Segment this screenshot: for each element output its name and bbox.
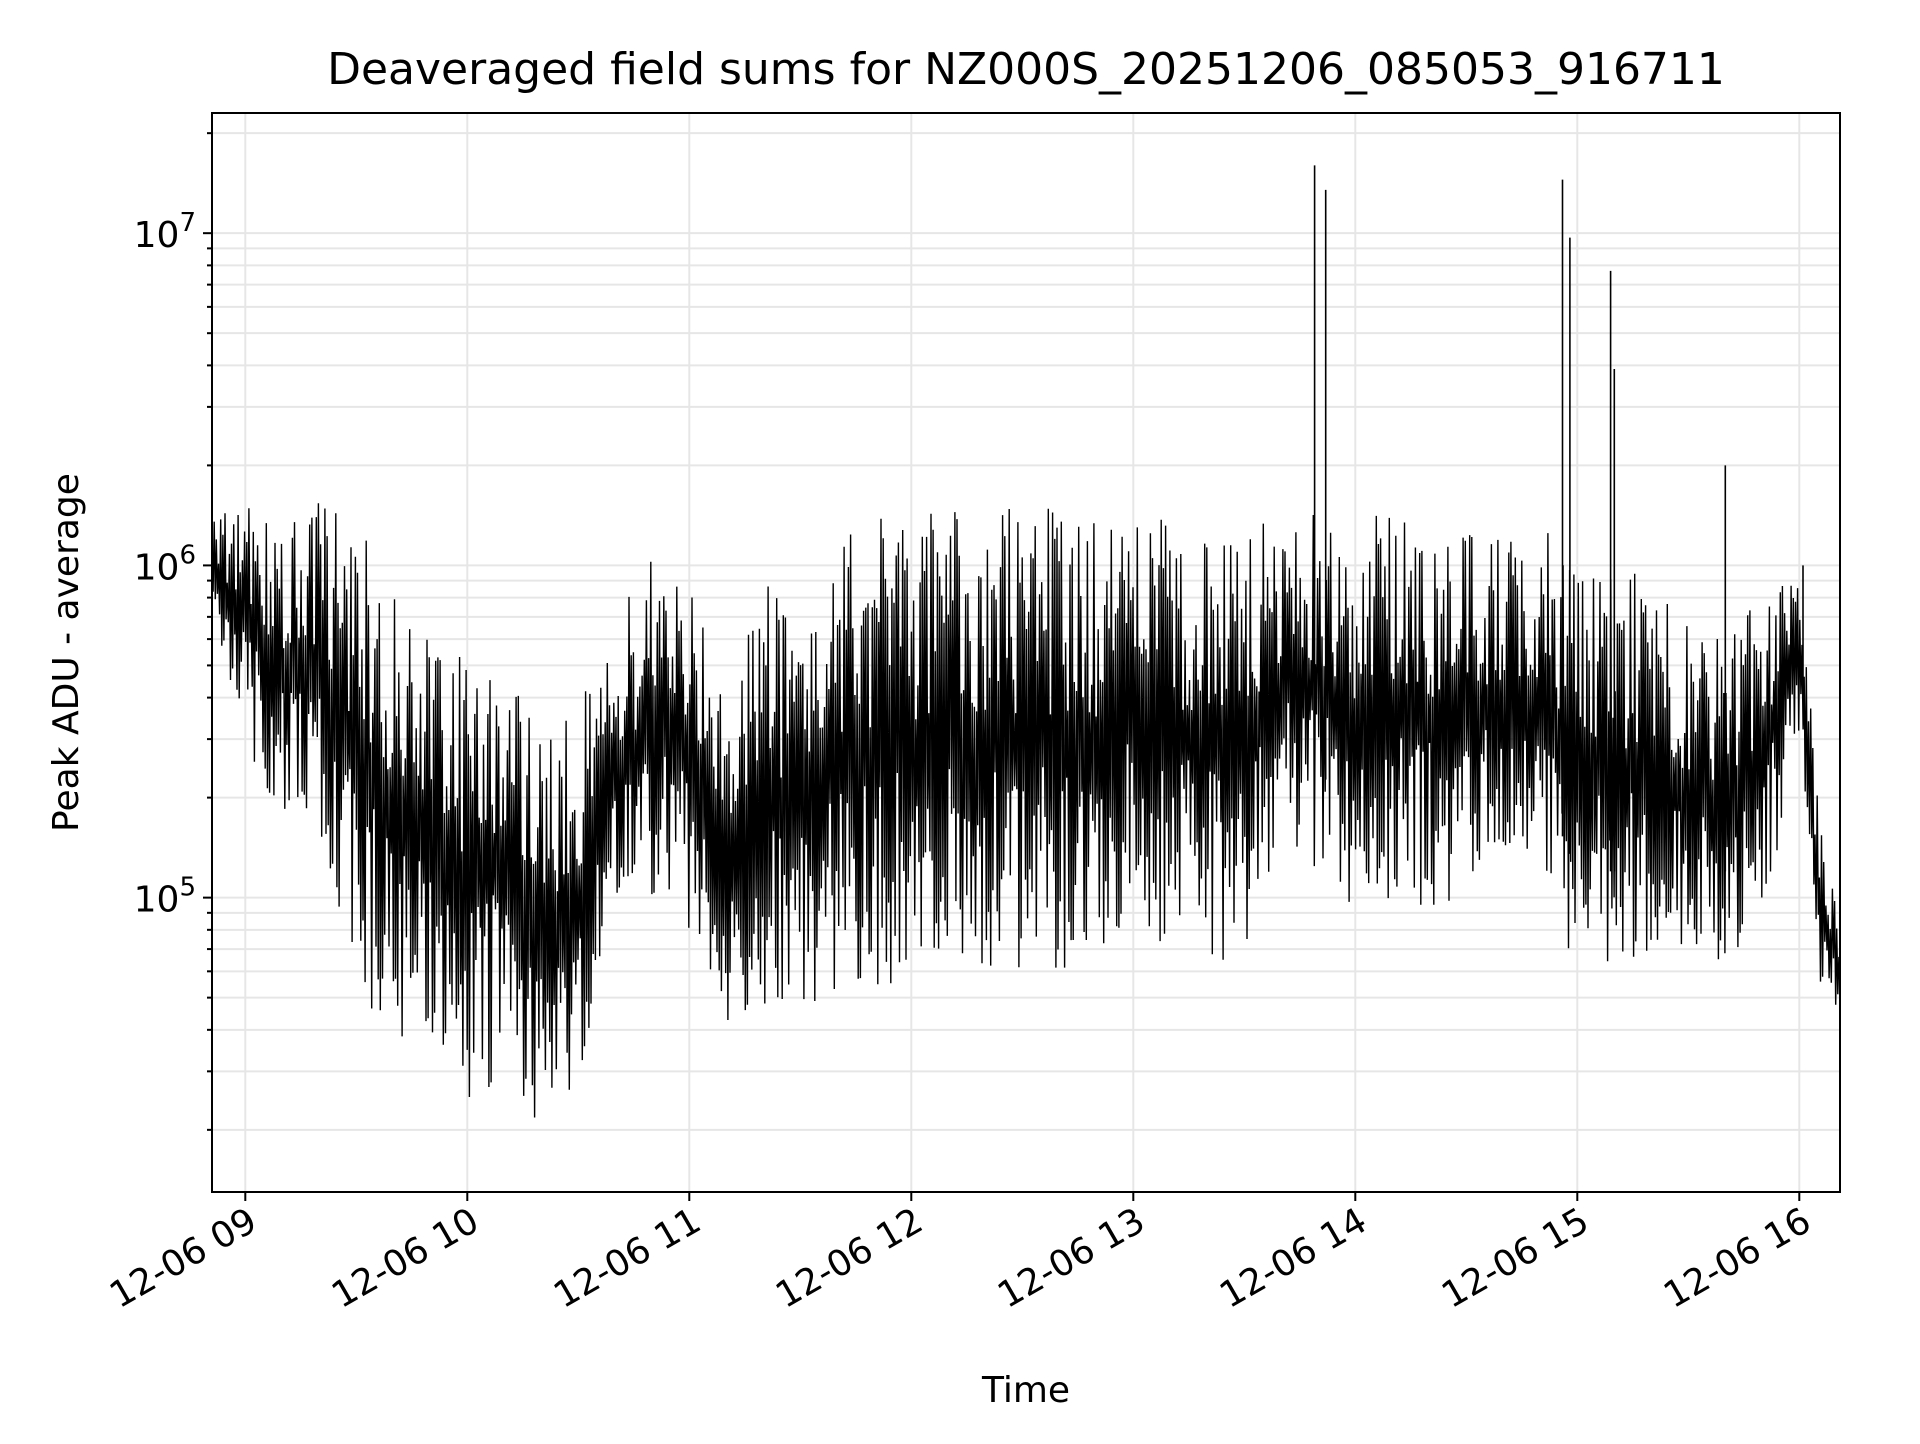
plot-frame [211,112,1841,1193]
data-layer [211,165,1841,1118]
y-axis-label: Peak ADU - average [46,473,87,832]
y-tick-label: 105 [134,873,196,921]
y-tick-label: 107 [134,208,196,256]
chart-title: Deaveraged field sums for NZ000S_2025120… [327,44,1725,95]
y-tick-label: 106 [134,540,196,588]
series-line [211,503,1841,1118]
x-axis-label: Time [981,1370,1070,1411]
